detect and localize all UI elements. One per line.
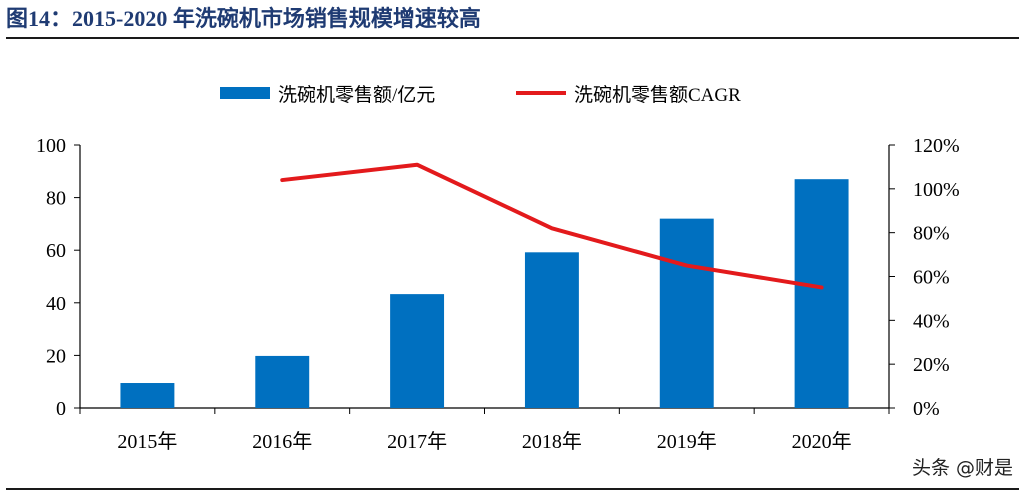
- axes: 0 20 40 60 80 100 0% 20% 40% 60% 80% 100% 120% 2015年 2…: [36, 135, 960, 453]
- left-axis-tick-label: 40: [46, 293, 66, 315]
- x-axis-tick-label: 2016年: [252, 430, 312, 453]
- x-axis-tick-label: 2017年: [387, 430, 447, 453]
- right-axis-tick-label: 80%: [913, 223, 950, 245]
- left-axis-tick-label: 20: [46, 345, 66, 367]
- bar-2015年: [120, 383, 175, 408]
- left-axis-tick-label: 0: [56, 398, 66, 420]
- left-axis-tick-label: 60: [46, 240, 66, 262]
- title-divider: [6, 37, 1019, 39]
- line-series: [280, 162, 824, 290]
- watermark: 头条 @财是: [911, 457, 1013, 479]
- bar-2016年: [255, 355, 310, 408]
- figure-title: 图14：2015-2020 年洗碗机市场销售规模增速较高: [6, 6, 481, 31]
- bar-2017年: [390, 294, 445, 408]
- bar-2018年: [524, 252, 579, 408]
- legend-label-line: 洗碗机零售额CAGR: [574, 84, 741, 106]
- x-axis-tick-label: 2015年: [117, 430, 177, 453]
- bottom-divider: [6, 488, 1019, 490]
- legend: 洗碗机零售额/亿元 洗碗机零售额CAGR: [220, 84, 741, 106]
- right-axis-tick-label: 120%: [913, 135, 960, 157]
- legend-label-bar: 洗碗机零售额/亿元: [278, 84, 435, 106]
- bar-2019年: [659, 218, 714, 408]
- left-axis-tick-label: 80: [46, 188, 66, 210]
- right-axis-tick-label: 60%: [913, 267, 950, 289]
- x-axis-tick-label: 2018年: [522, 430, 582, 453]
- x-axis-tick-label: 2019年: [657, 430, 717, 453]
- right-axis-tick-label: 0%: [913, 398, 940, 420]
- right-axis-tick-label: 100%: [913, 179, 960, 201]
- right-axis-tick-label: 20%: [913, 354, 950, 376]
- left-axis-tick-label: 100: [36, 135, 66, 157]
- right-axis-tick-label: 40%: [913, 310, 950, 332]
- legend-swatch-bar: [220, 87, 270, 99]
- bar-2020年: [794, 179, 849, 408]
- x-axis-tick-label: 2020年: [792, 430, 852, 453]
- bar-series: [120, 179, 849, 408]
